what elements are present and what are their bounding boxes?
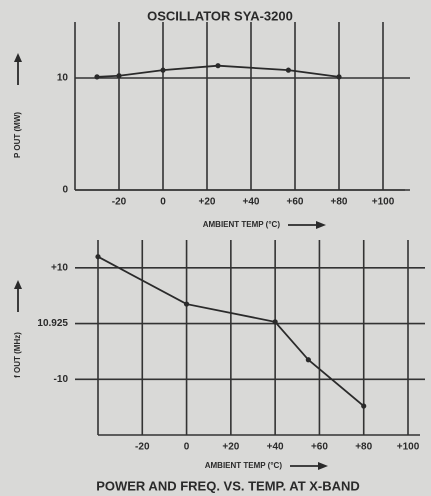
y-tick-label: +10 — [51, 262, 68, 273]
x-tick-label: +60 — [311, 442, 328, 453]
chart-title: OSCILLATOR SYA-3200 — [147, 8, 293, 23]
x-tick-label: +20 — [199, 197, 216, 208]
data-point — [160, 67, 166, 73]
x-tick-label: -20 — [112, 197, 127, 208]
y-tick-label: 10.925 — [37, 318, 68, 329]
data-point — [215, 63, 221, 69]
data-point — [95, 254, 101, 260]
y-axis-label: f OUT (MHz) — [13, 332, 22, 378]
data-point — [272, 319, 278, 325]
y-tick-label: 10 — [57, 73, 69, 84]
x-axis-label: AMBIENT TEMP (°C) — [205, 461, 283, 470]
x-tick-label: +60 — [287, 197, 304, 208]
x-tick-label: 0 — [184, 442, 190, 453]
data-point — [305, 357, 311, 363]
x-tick-label: +100 — [372, 197, 395, 208]
data-point — [361, 403, 367, 409]
y-axis-label: P OUT (MW) — [13, 112, 22, 158]
x-tick-label: +40 — [267, 442, 284, 453]
arrows — [14, 53, 328, 470]
x-tick-label: +20 — [222, 442, 239, 453]
data-point — [183, 301, 190, 307]
y-tick-label: 0 — [62, 185, 68, 196]
data-point — [94, 74, 100, 80]
data-point — [116, 73, 122, 79]
x-tick-label: +100 — [397, 442, 420, 453]
data-point — [336, 74, 342, 80]
x-tick-label: +40 — [243, 197, 260, 208]
x-tick-label: 0 — [160, 197, 166, 208]
x-tick-label: +80 — [331, 197, 348, 208]
data-point — [285, 67, 291, 73]
x-axis-label: AMBIENT TEMP (°C) — [203, 220, 281, 229]
x-tick-label: +80 — [355, 442, 372, 453]
x-tick-label: -20 — [135, 442, 150, 453]
caption: POWER AND FREQ. VS. TEMP. AT X-BAND — [96, 478, 360, 493]
y-tick-label: -10 — [54, 374, 69, 385]
series-line — [96, 64, 340, 78]
